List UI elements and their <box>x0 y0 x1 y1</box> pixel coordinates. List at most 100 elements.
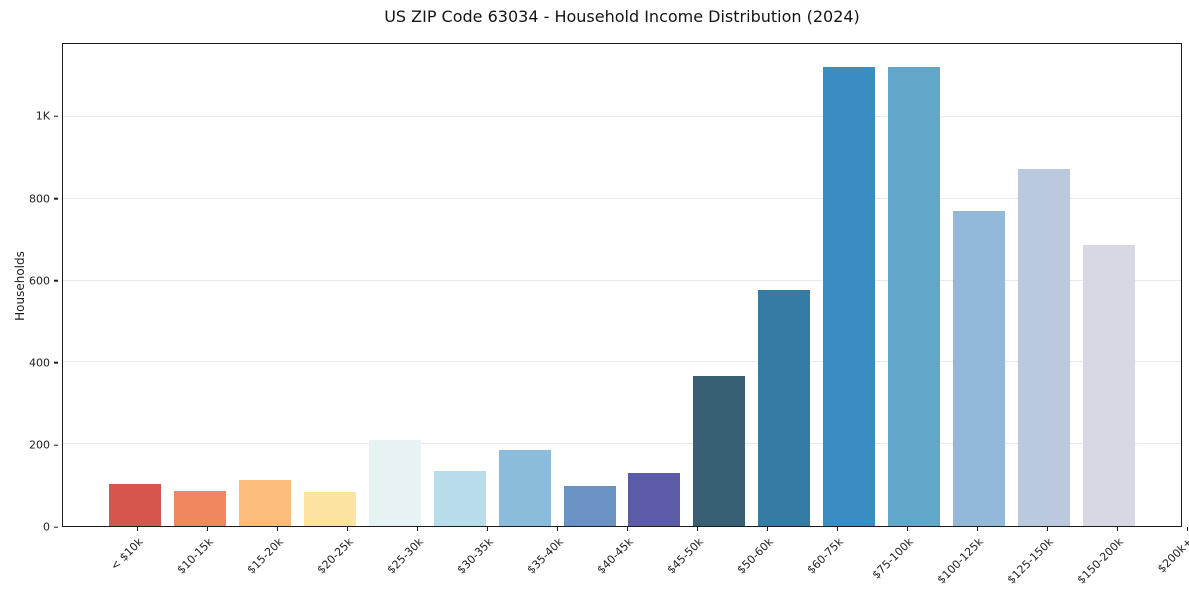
x-tick-mark <box>1117 527 1119 531</box>
x-cell: $40-45k <box>592 527 662 587</box>
y-tick-label: 800 <box>29 192 50 206</box>
bar-$200k+ <box>1082 244 1135 526</box>
x-tick-label: $50-60k <box>734 535 776 577</box>
y-tick-label: 1K <box>35 109 50 123</box>
bar-$60-75k <box>758 289 811 526</box>
x-tick-mark <box>207 527 209 531</box>
gridline-600 <box>63 279 1181 281</box>
x-tick-label: < $10k <box>107 535 146 573</box>
x-tick-mark <box>837 527 839 531</box>
x-cell: $45-50k <box>662 527 732 587</box>
bar-$40-45k <box>563 485 616 526</box>
bar-cell <box>1011 44 1076 526</box>
y-tick-label: 0 <box>43 520 50 534</box>
gridline-1000 <box>63 116 1181 118</box>
y-tick-mark <box>54 197 58 200</box>
bar-< $10k <box>109 483 162 526</box>
bar-cell <box>752 44 817 526</box>
bar-cell <box>557 44 622 526</box>
x-cell: $20-25k <box>312 527 382 587</box>
x-tick-label: $25-30k <box>384 535 426 577</box>
x-tick-label: $45-50k <box>664 535 706 577</box>
bar-$75-100k <box>823 66 875 526</box>
x-cell: $75-100k <box>869 527 942 587</box>
x-tick-label: $40-45k <box>594 535 636 577</box>
x-tick-mark <box>417 527 419 531</box>
x-tick-mark <box>627 527 629 531</box>
x-tick-label: $20-25k <box>314 535 356 577</box>
x-cell: $25-30k <box>382 527 452 587</box>
bar-$50-60k <box>693 376 746 526</box>
bar-$100-125k <box>887 66 940 526</box>
x-tick-label: $35-40k <box>524 535 566 577</box>
x-tick-mark <box>907 527 909 531</box>
y-tick-mark <box>54 115 58 118</box>
x-cell: $100-125k <box>934 527 1012 587</box>
x-tick-label: $30-35k <box>454 535 496 577</box>
bar-cell <box>622 44 687 526</box>
x-cell: $50-60k <box>732 527 802 587</box>
bar-cell <box>882 44 947 526</box>
y-axis: 0 200 400 600 800 1K <box>0 43 60 533</box>
x-cell: $15-20k <box>242 527 312 587</box>
bar-cell <box>687 44 752 526</box>
bar-$35-40k <box>498 449 551 526</box>
y-tick-mark <box>54 280 58 282</box>
bar-cell <box>492 44 557 526</box>
y-tick-label: 600 <box>29 274 50 288</box>
x-cell: < $10k <box>102 527 172 587</box>
gridline-200 <box>63 443 1181 445</box>
bar-cell <box>427 44 492 526</box>
x-tick-label: $125-150k <box>1004 535 1056 587</box>
x-cell: $10-15k <box>172 527 242 587</box>
x-tick-mark <box>697 527 699 531</box>
x-tick-mark <box>137 527 139 531</box>
bar-$10-15k <box>174 491 227 526</box>
y-tick-mark <box>54 362 58 364</box>
x-cell: $150-200k <box>1074 527 1152 587</box>
y-tick-label: 400 <box>29 356 50 370</box>
bar-$45-50k <box>628 472 681 526</box>
grid-layer <box>63 44 1181 526</box>
bar-cell <box>363 44 428 526</box>
x-tick-mark <box>1047 527 1049 531</box>
x-tick-label: $75-100k <box>869 535 916 582</box>
bar-$30-35k <box>433 471 486 526</box>
x-cell: $125-150k <box>1004 527 1082 587</box>
y-tick-mark <box>54 444 58 446</box>
x-cell: $200k+ <box>1152 527 1189 587</box>
x-tick-mark <box>977 527 979 531</box>
bar-$15-20k <box>239 479 292 526</box>
x-tick-label: $60-75k <box>804 535 846 577</box>
bar-cell <box>233 44 298 526</box>
x-tick-mark <box>487 527 489 531</box>
bar-cell <box>946 44 1011 526</box>
x-tick-label: $100-125k <box>934 535 986 587</box>
bar-$20-25k <box>304 492 356 526</box>
gridline-800 <box>63 197 1181 199</box>
plot-area <box>62 43 1182 527</box>
y-tick-label: 200 <box>29 438 50 452</box>
x-tick-mark <box>1187 527 1189 531</box>
bar-$150-200k <box>1017 168 1070 526</box>
bar-cell <box>817 44 882 526</box>
bar-cell <box>1076 44 1141 526</box>
x-tick-label: $150-200k <box>1074 535 1126 587</box>
bar-cell <box>168 44 233 526</box>
x-tick-mark <box>347 527 349 531</box>
bar-cell <box>103 44 168 526</box>
x-cell: $35-40k <box>522 527 592 587</box>
x-axis: < $10k $10-15k $15-20k $20-25k $25-30k $30-35… <box>62 527 1189 587</box>
bar-$25-30k <box>368 440 421 526</box>
bar-$125-150k <box>952 211 1005 526</box>
x-tick-mark <box>767 527 769 531</box>
x-tick-label: $10-15k <box>174 535 216 577</box>
x-cell: $60-75k <box>802 527 872 587</box>
bar-cell <box>298 44 363 526</box>
chart-title: US ZIP Code 63034 - Household Income Dis… <box>384 7 860 26</box>
x-tick-label: $15-20k <box>244 535 286 577</box>
gridline-400 <box>63 361 1181 363</box>
x-cell: $30-35k <box>452 527 522 587</box>
x-tick-mark <box>557 527 559 531</box>
